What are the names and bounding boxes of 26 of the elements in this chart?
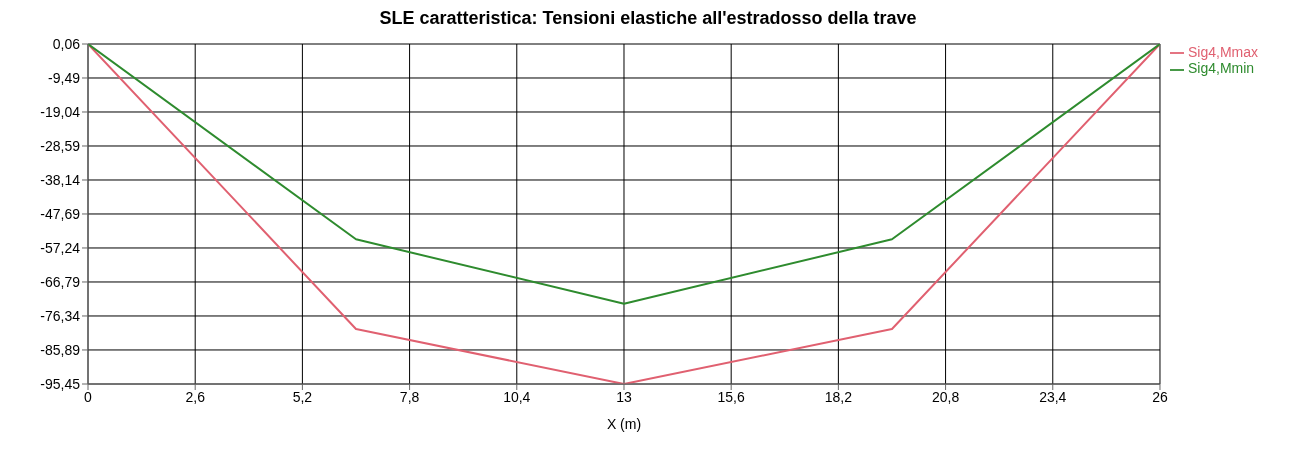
y-tick-label: 0,06 — [52, 35, 81, 52]
y-tick-label: -28,59 — [40, 137, 81, 154]
x-tick-label: 15,6 — [717, 388, 746, 405]
legend-label: Sig4,Mmin — [1187, 60, 1255, 77]
chart-title: SLE caratteristica: Tensioni elastiche all'estradosso della trave — [378, 8, 918, 30]
x-tick-label: 23,4 — [1039, 388, 1067, 405]
y-tick-label: -85,89 — [40, 341, 81, 358]
x-tick-label: 20,8 — [931, 388, 960, 405]
x-tick-label: 26 — [1152, 388, 1168, 405]
x-tick-label: 2,6 — [185, 388, 206, 405]
y-tick-label: -95,45 — [40, 375, 81, 392]
y-tick-label: -19,04 — [40, 103, 81, 120]
x-tick-label: 13 — [616, 388, 632, 405]
y-tick-label: -57,24 — [40, 239, 81, 256]
x-tick-label: 0 — [84, 388, 93, 405]
legend-label: Sig4,Mmax — [1187, 44, 1258, 60]
y-tick-label: -9,49 — [48, 69, 81, 86]
x-tick-label: 7,8 — [399, 388, 420, 405]
x-axis-title: X (m) — [606, 416, 642, 432]
y-tick-label: -38,14 — [40, 171, 81, 188]
y-tick-label: -47,69 — [40, 205, 81, 222]
x-tick-label: 18,2 — [824, 388, 853, 405]
x-tick-label: 10,4 — [503, 388, 531, 405]
x-tick-label: 5,2 — [292, 388, 313, 405]
y-tick-label: -66,79 — [40, 273, 81, 290]
y-tick-label: -76,34 — [40, 307, 81, 324]
